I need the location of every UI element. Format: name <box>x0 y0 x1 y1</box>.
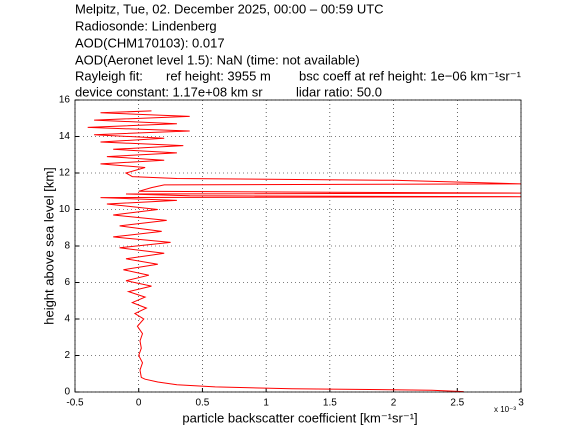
x-tick-label: 1 <box>263 398 269 409</box>
y-tick-label: 14 <box>59 131 71 142</box>
ref-height: ref height: 3955 m <box>166 68 271 83</box>
x-tick-label: 0.5 <box>195 398 209 409</box>
x-tick-label: 3 <box>518 398 524 409</box>
header-line: AOD(Aeronet level 1.5): NaN (time: not a… <box>75 52 360 67</box>
y-tick-label: 0 <box>64 387 70 398</box>
y-tick-label: 2 <box>64 350 70 361</box>
header-line: Melpitz, Tue, 02. December 2025, 00:00 –… <box>75 1 384 16</box>
y-tick-label: 6 <box>64 277 70 288</box>
y-tick-label: 4 <box>64 314 70 325</box>
x-tick-label: 1.5 <box>323 398 337 409</box>
x-axis-label: particle backscatter coefficient [km⁻¹sr… <box>182 410 417 425</box>
x-multiplier: x 10⁻³ <box>494 405 516 414</box>
x-tick-label: 2 <box>391 398 397 409</box>
y-tick-label: 8 <box>64 241 70 252</box>
header-line: AOD(CHM170103): 0.017 <box>75 35 225 50</box>
rayleigh-label: Rayleigh fit: <box>75 68 143 83</box>
x-tick-label: -0.5 <box>66 398 84 409</box>
x-tick-label: 2.5 <box>450 398 464 409</box>
y-axis-label: height above sea level [km] <box>41 167 56 325</box>
plot-frame <box>74 99 522 393</box>
y-tick-label: 10 <box>59 204 71 215</box>
profile-line <box>87 110 522 393</box>
lidar-ratio: lidar ratio: 50.0 <box>296 84 382 99</box>
x-tick-label: 0 <box>136 398 142 409</box>
device-constant: device constant: 1.17e+08 km sr <box>75 84 263 99</box>
bsc-coeff: bsc coeff at ref height: 1e−06 km⁻¹sr⁻¹ <box>299 68 522 83</box>
y-tick-label: 12 <box>59 168 71 179</box>
y-tick-label: 16 <box>59 95 71 106</box>
header-line: Radiosonde: Lindenberg <box>75 18 217 33</box>
